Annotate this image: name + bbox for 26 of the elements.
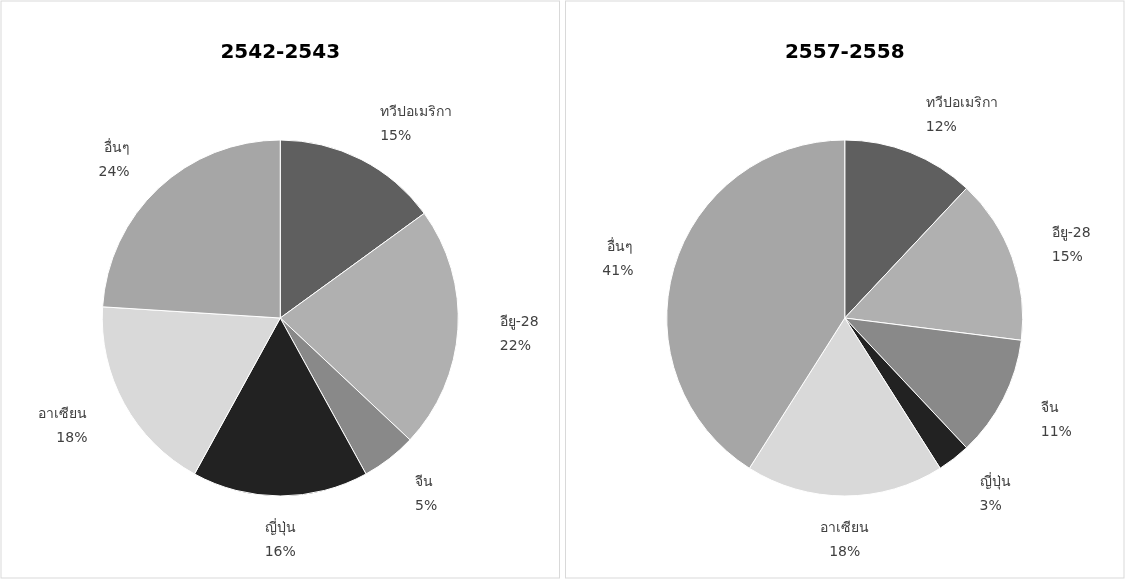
slice-label: อื่นๆ [103, 137, 130, 155]
chart-title: 2557-2558 [784, 39, 905, 63]
data-label: 41% [602, 261, 634, 278]
data-label: 15% [1051, 248, 1083, 265]
slice-label: ญี่ปุ่น [264, 518, 296, 536]
data-label: 18% [56, 428, 88, 445]
data-label: 3% [979, 496, 1002, 513]
slice-label: อาเซียน [820, 519, 870, 535]
slice-label: อียู-28 [499, 312, 539, 330]
data-label: 12% [925, 118, 957, 135]
data-label: 5% [415, 496, 438, 513]
data-label: 16% [264, 543, 296, 559]
data-label: 18% [829, 543, 861, 559]
data-label: 22% [499, 336, 531, 353]
slice-label: ทวีปอเมริกา [925, 94, 998, 111]
slice-label: อาเซียน [38, 404, 88, 421]
slice-label: ทวีปอเมริกา [380, 102, 453, 119]
data-label: 15% [380, 126, 412, 143]
slice-label: ญี่ปุ่น [979, 471, 1011, 490]
data-label: 24% [98, 162, 130, 179]
slice-label: อื่นๆ [607, 236, 634, 254]
slice-label: อียู-28 [1051, 224, 1091, 242]
data-label: 11% [1040, 422, 1072, 439]
slice-label: จีน [1040, 398, 1059, 415]
slice-label: จีน [415, 472, 434, 489]
chart-title: 2542-2543 [220, 39, 341, 63]
